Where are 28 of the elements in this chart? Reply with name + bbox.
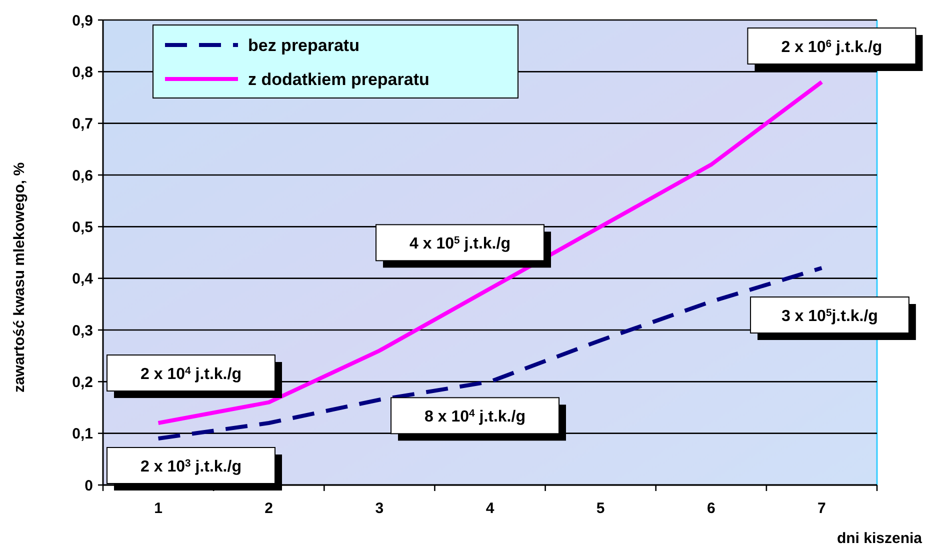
x-tick-label: 2 [264,500,274,517]
y-tick-label: 0,2 [72,374,93,391]
y-tick-label: 0,5 [72,218,93,236]
annotation: 8 x 10$^{4}$ j.t.k./g [424,408,526,426]
x-tick-label: 1 [154,500,162,517]
y-tick-label: 0,1 [72,426,93,443]
line-series [156,266,824,440]
legend-label: z dodatkiem preparatu [248,70,430,89]
y-tick-label: 0,3 [72,322,93,340]
annotation: 2 x 10$^{3}$ j.t.k./g [140,458,242,476]
y-tick-label: 0,6 [72,167,93,184]
y-tick-label: 0,8 [72,64,93,81]
y-tick-label: 0,4 [72,270,94,288]
annotation: 3 x 10$^{5}$j.t.k./g [781,308,878,326]
y-axis-title: zawartość kwasu mlekowego, % [11,162,28,393]
y-tick-label: 0,9 [72,12,93,30]
x-tick-label: 3 [375,500,384,517]
annotation: 4 x 10$^{5}$ j.t.k./g [410,235,510,253]
y-tick-label: 0 [84,477,93,494]
annotation: 2 x 10$^{4}$ j.t.k./g [140,366,242,384]
annotation: 2 x 10$^{6}$ j.t.k./g [781,38,882,56]
x-axis-title: dni kiszenia [836,530,923,547]
x-tick-label: 6 [706,500,716,517]
y-tick-label: 0,7 [72,116,93,133]
x-tick-label: 7 [818,500,826,517]
x-tick-label: 4 [486,500,495,517]
legend-label: bez preparatu [248,36,360,55]
x-tick-label: 5 [596,500,605,517]
